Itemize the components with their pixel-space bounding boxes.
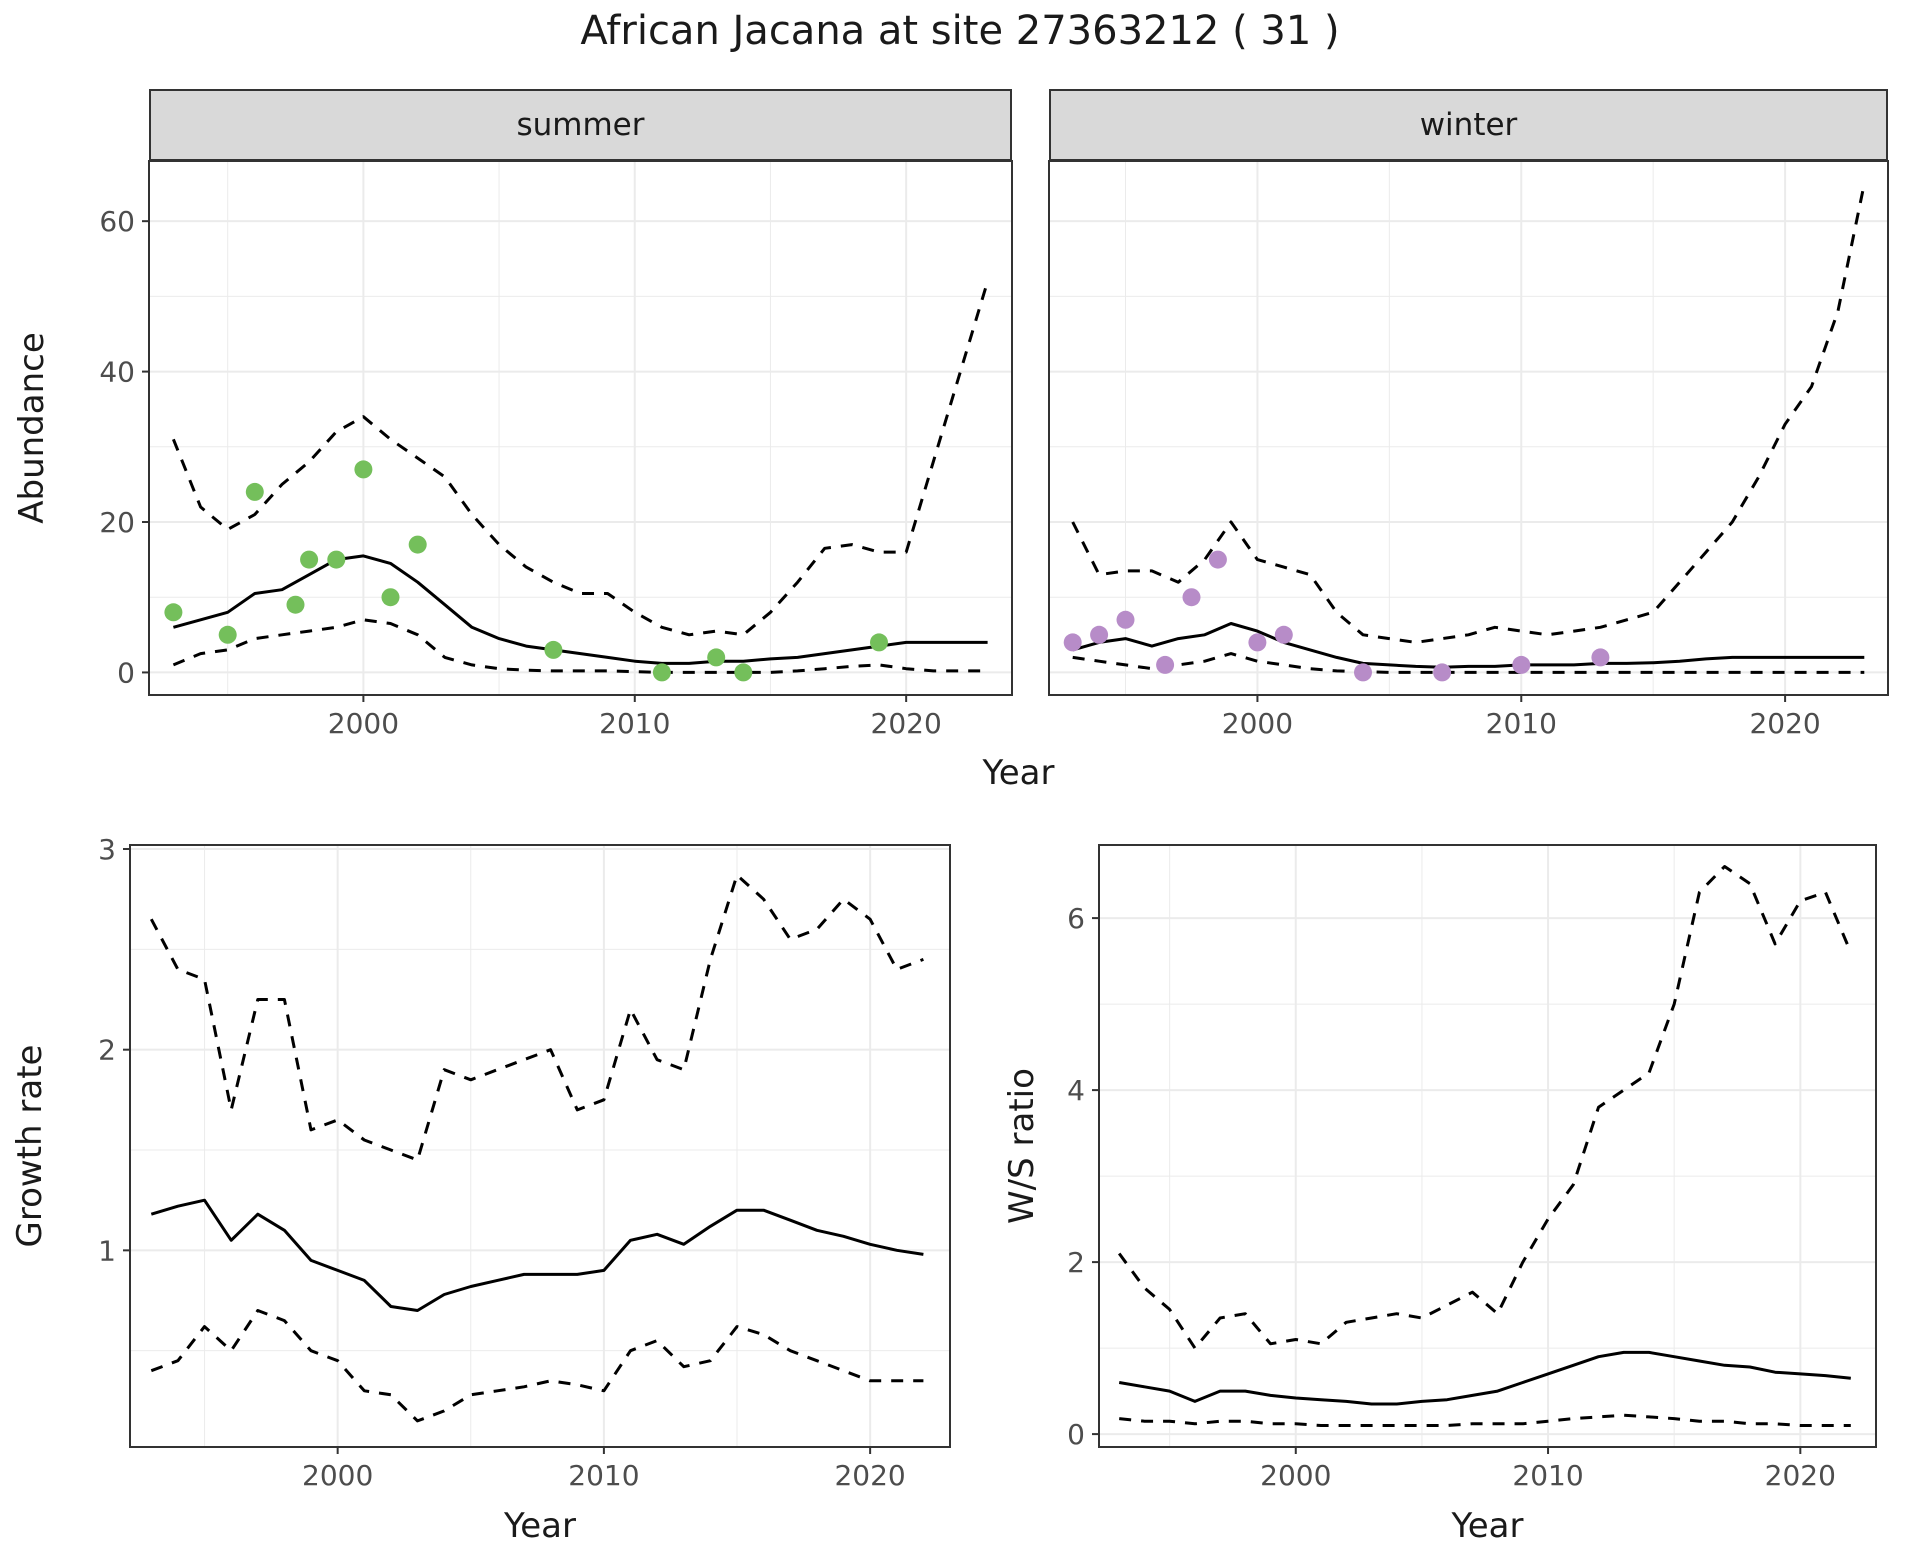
- series-observed-counts: [1063, 550, 1610, 682]
- series-lower-ci: [172, 618, 988, 674]
- gridlines: [1099, 845, 1876, 1447]
- svg-text:6: 6: [1067, 902, 1085, 935]
- series-upper-ci: [149, 873, 924, 1162]
- series-lower-ci: [1072, 652, 1865, 674]
- x-axis-ticks: 2000 2010 2020: [1222, 695, 1821, 740]
- facet-label-summer: summer: [516, 107, 645, 143]
- panel-border: [1098, 844, 1877, 1448]
- series-upper-ci: [1071, 183, 1866, 644]
- panel-background: [1099, 845, 1876, 1447]
- svg-text:0: 0: [1067, 1418, 1085, 1451]
- svg-text:40: 40: [99, 356, 135, 389]
- series-lower-ci: [150, 1309, 924, 1423]
- svg-text:0: 0: [117, 656, 135, 689]
- panel-background: [130, 845, 950, 1447]
- series-upper-ci: [172, 280, 990, 637]
- svg-text:2020: 2020: [834, 1459, 905, 1492]
- series-mean: [173, 554, 988, 665]
- svg-text:2020: 2020: [1749, 707, 1820, 740]
- series-upper-ci: [1117, 865, 1853, 1350]
- y-axis-ticks: 0 20 40 60: [99, 205, 149, 689]
- svg-text:2: 2: [1067, 1246, 1085, 1279]
- gridlines: [130, 845, 950, 1447]
- series-observed-counts: [164, 460, 888, 682]
- y-axis-ticks: 0 2 4 6: [1067, 902, 1099, 1451]
- panel-border: [1048, 160, 1889, 696]
- y-axis-ticks: 1 2 3: [98, 833, 130, 1267]
- gridlines: [149, 161, 1012, 695]
- svg-text:60: 60: [99, 205, 135, 238]
- x-axis-title-top: Year: [982, 753, 1055, 793]
- svg-text:2020: 2020: [1765, 1459, 1836, 1492]
- x-axis-title-ws-ratio: Year: [1451, 1506, 1524, 1546]
- y-axis-title-growth-rate: Growth rate: [10, 1044, 50, 1248]
- abundance-winter-panel: 2000 2010 2020: [1048, 160, 1889, 740]
- series-mean: [150, 1198, 924, 1312]
- growth-rate-panel: 2000 2010 2020 1 2 3: [98, 833, 951, 1492]
- svg-text:2000: 2000: [328, 707, 399, 740]
- x-axis-ticks: 2000 2010 2020: [328, 695, 942, 740]
- x-axis-ticks: 2000 2010 2020: [302, 1447, 906, 1492]
- series-mean: [1072, 622, 1865, 669]
- gridlines: [1049, 161, 1888, 695]
- ws-ratio-panel: 2000 2010 2020 0 2 4 6: [1067, 844, 1877, 1492]
- svg-text:2010: 2010: [568, 1459, 639, 1492]
- svg-text:2000: 2000: [302, 1459, 373, 1492]
- svg-text:4: 4: [1067, 1074, 1085, 1107]
- series-mean: [1118, 1350, 1851, 1406]
- panel-border: [148, 160, 1013, 696]
- panel-background: [149, 161, 1012, 695]
- y-axis-title-abundance: Abundance: [12, 332, 52, 524]
- x-axis-ticks: 2000 2010 2020: [1260, 1447, 1836, 1492]
- svg-text:2: 2: [98, 1034, 116, 1067]
- svg-text:2000: 2000: [1222, 707, 1293, 740]
- abundance-summer-panel: 2000 2010 2020 0 20 40 60: [99, 160, 1013, 740]
- svg-text:20: 20: [99, 506, 135, 539]
- svg-text:2020: 2020: [871, 707, 942, 740]
- svg-text:3: 3: [98, 833, 116, 866]
- svg-text:2010: 2010: [1486, 707, 1557, 740]
- svg-text:2010: 2010: [599, 707, 670, 740]
- facet-label-winter: winter: [1419, 107, 1518, 143]
- panel-background: [1049, 161, 1888, 695]
- panel-border: [129, 844, 951, 1448]
- x-axis-title-growth-rate: Year: [504, 1506, 576, 1546]
- chart-title: African Jacana at site 27363212 ( 31 ): [580, 8, 1340, 54]
- svg-text:2010: 2010: [1512, 1459, 1583, 1492]
- svg-text:2000: 2000: [1260, 1459, 1331, 1492]
- facet-strip-summer: summer: [149, 89, 1012, 161]
- svg-text:1: 1: [98, 1234, 116, 1267]
